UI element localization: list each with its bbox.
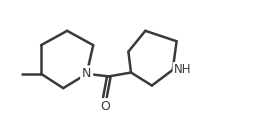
Text: NH: NH	[174, 63, 192, 76]
Text: O: O	[100, 100, 110, 113]
Text: N: N	[82, 67, 91, 80]
